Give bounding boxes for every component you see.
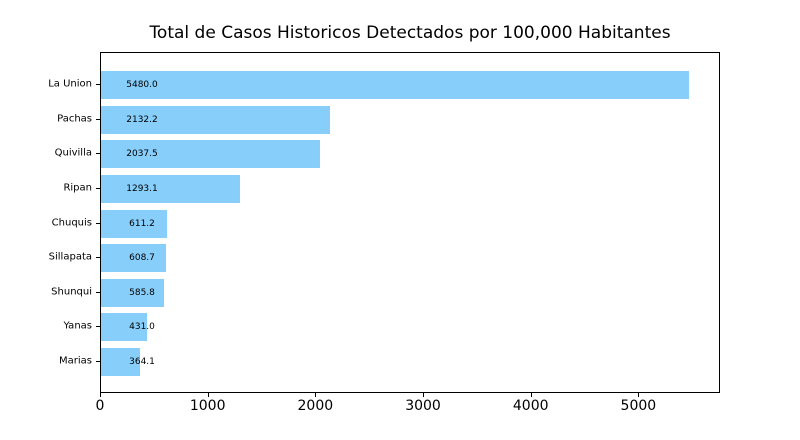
x-tick-mark — [315, 393, 317, 397]
y-tick-label: Yanas — [63, 320, 92, 332]
x-tick-label: 2000 — [297, 398, 334, 414]
bar-value-label: 431.0 — [129, 322, 155, 333]
y-tick-label: Pachas — [57, 113, 92, 125]
x-tick-mark — [207, 393, 209, 397]
x-tick-label: 0 — [95, 398, 105, 414]
bar-value-label: 2132.2 — [126, 114, 158, 125]
bar — [101, 313, 148, 342]
bar — [101, 140, 320, 169]
chart-title: Total de Casos Historicos Detectados por… — [149, 23, 671, 43]
bar — [101, 347, 141, 376]
y-tick-label: Sillapata — [48, 251, 92, 263]
x-tick-label: 3000 — [405, 398, 441, 414]
x-tick-mark — [100, 393, 101, 397]
x-tick-mark — [423, 393, 425, 397]
x-tick-label: 5000 — [620, 398, 657, 414]
bar-value-label: 5480.0 — [126, 80, 158, 91]
x-tick-mark — [530, 393, 532, 397]
y-tick-label: Marias — [59, 355, 92, 367]
bar-value-label: 2037.5 — [126, 149, 158, 160]
bar — [101, 71, 690, 100]
bar — [101, 209, 167, 238]
bar — [101, 244, 167, 273]
y-tick-label: Quivilla — [54, 147, 92, 159]
plot-area: 5480.0 2132.2 2037.5 1293.1 611.2 608.7 585.8 4… — [100, 52, 720, 393]
y-tick-label: La Union — [48, 78, 92, 90]
bar-value-label: 585.8 — [129, 287, 155, 298]
bar — [101, 174, 240, 203]
y-tick-label: Ripan — [63, 182, 92, 194]
bar — [101, 278, 164, 307]
y-tick-label: Chuquis — [51, 217, 92, 228]
bar-value-label: 364.1 — [129, 356, 155, 367]
bar-value-label: 1293.1 — [126, 183, 158, 194]
x-tick-label: 1000 — [189, 398, 226, 414]
x-tick-mark — [638, 393, 640, 397]
x-tick-label: 4000 — [512, 398, 549, 414]
bar — [101, 105, 330, 134]
y-tick-label: Shunqui — [51, 286, 92, 298]
bar-value-label: 608.7 — [129, 253, 155, 264]
bar-value-label: 611.2 — [129, 218, 155, 229]
